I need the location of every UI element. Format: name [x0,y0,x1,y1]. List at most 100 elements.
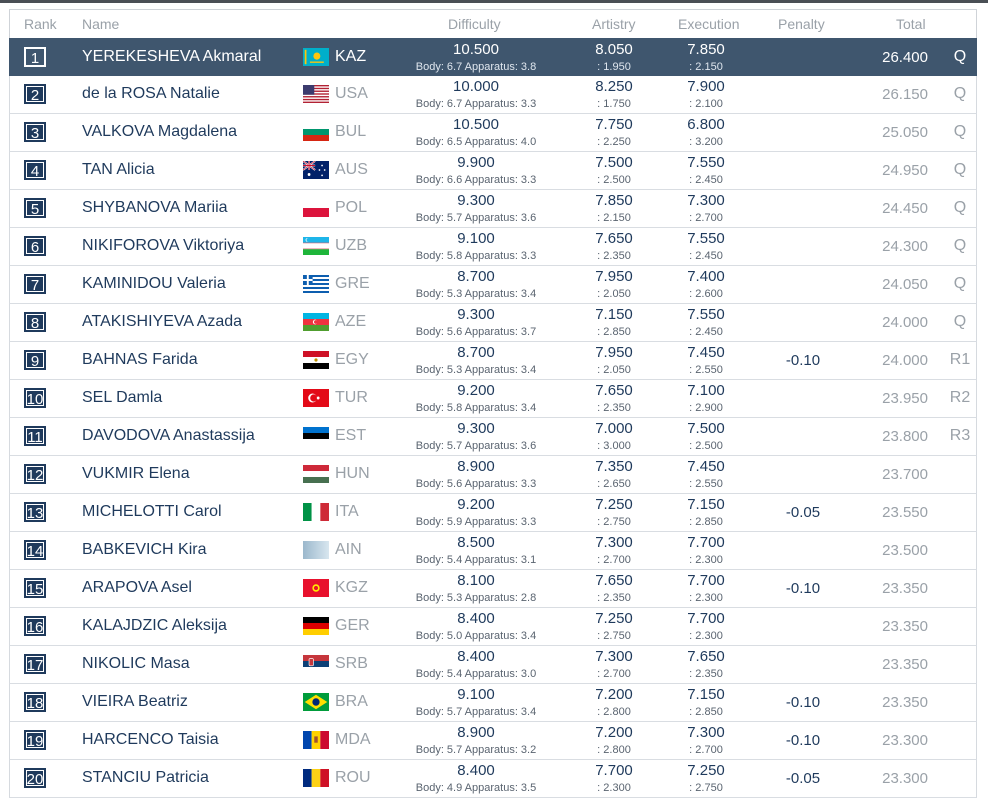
table-row[interactable]: 16 KALAJDZIC Aleksija GER 8.400 Body: 5.0 Ap… [9,608,977,646]
artistry-deduction: : 2.750 [597,516,631,528]
noc-code: GER [335,617,370,634]
table-row[interactable]: 11 DAVODOVA Anastassija EST 9.300 Body: 5.7 … [9,418,977,456]
penalty-value: -0.05 [785,770,821,787]
artistry-score: 8.250 [595,78,633,95]
penalty-header[interactable]: Penalty [778,16,825,32]
total-score: 25.050 [882,124,928,141]
difficulty-breakdown: Body: 6.7 Apparatus: 3.8 [415,61,537,73]
athlete-name[interactable]: HARCENCO Taisia [82,731,219,748]
difficulty-breakdown: Body: 5.7 Apparatus: 3.6 [415,212,537,224]
table-row[interactable]: 4 TAN Alicia AUS 9.900 Body: 6.6 Apparatus: … [9,152,977,190]
execution-deduction: : 2.550 [689,364,723,376]
total-header[interactable]: Total [896,16,926,32]
athlete-name[interactable]: VIEIRA Beatriz [82,693,188,710]
total-score: 24.300 [882,238,928,255]
athlete-name[interactable]: DAVODOVA Anastassija [82,427,255,444]
execution-score: 7.550 [687,154,725,171]
aus-flag-icon [303,161,329,179]
difficulty-breakdown: Body: 5.4 Apparatus: 3.0 [415,668,537,680]
athlete-name[interactable]: VALKOVA Magdalena [82,123,238,140]
table-row[interactable]: 18 VIEIRA Beatriz BRA 9.100 Body: 5.7 Appara… [9,684,977,722]
table-row[interactable]: 3 VALKOVA Magdalena BUL 10.500 Body: 6.5 App… [9,114,977,152]
table-row[interactable]: 17 NIKOLIC Masa SRB 8.400 Body: 5.4 Apparatu… [9,646,977,684]
table-row[interactable]: 19 HARCENCO Taisia MDA 8.900 Body: 5.7 Appar… [9,722,977,760]
athlete-name[interactable]: BAHNAS Farida [82,351,198,368]
athlete-name[interactable]: KALAJDZIC Aleksija [82,617,227,634]
artistry-score: 7.950 [595,344,633,361]
athlete-name[interactable]: STANCIU Patricia [82,769,209,786]
noc-code: KGZ [335,579,368,596]
athlete-name[interactable]: ARAPOVA Asel [82,579,192,596]
artistry-score: 7.650 [595,382,633,399]
table-row[interactable]: 6 NIKIFOROVA Viktoriya UZB 9.100 Body: 5.8 A… [9,228,977,266]
artistry-score: 7.150 [595,306,633,323]
table-row[interactable]: 10 SEL Damla TUR 9.200 Body: 5.8 Apparatus: … [9,380,977,418]
athlete-name[interactable]: ATAKISHIYEVA Azada [82,313,243,330]
execution-deduction: : 2.450 [689,250,723,262]
total-score: 23.950 [882,390,928,407]
difficulty-breakdown: Body: 6.7 Apparatus: 3.3 [415,98,537,110]
difficulty-header[interactable]: Difficulty [448,16,501,32]
table-row[interactable]: 12 VUKMIR Elena HUN 8.900 Body: 5.6 Apparatu… [9,456,977,494]
noc-code: TUR [335,389,368,406]
athlete-name[interactable]: SHYBANOVA Mariia [82,199,228,216]
artistry-score: 7.700 [595,762,633,779]
name-header[interactable]: Name [82,16,120,32]
noc-code: POL [335,199,368,216]
table-row[interactable]: 8 ATAKISHIYEVA Azada AZE 9.300 Body: 5.6 App… [9,304,977,342]
execution-header[interactable]: Execution [678,16,740,32]
artistry-deduction: : 3.000 [597,440,631,452]
kgz-flag-icon [303,579,329,597]
rank-badge: 5 [24,198,46,218]
athlete-name[interactable]: NIKIFOROVA Viktoriya [82,237,245,254]
rank-badge: 16 [24,616,46,636]
difficulty-breakdown: Body: 5.8 Apparatus: 3.4 [415,402,537,414]
qualification-mark: Q [953,161,967,178]
execution-deduction: : 2.850 [689,516,723,528]
difficulty-score: 8.900 [457,458,495,475]
qualification-mark: R2 [949,389,971,406]
athlete-name[interactable]: YEREKESHEVA Akmaral [82,48,262,65]
table-row[interactable]: 15 ARAPOVA Asel KGZ 8.100 Body: 5.3 Apparatu… [9,570,977,608]
penalty-value: -0.10 [785,732,821,749]
athlete-name[interactable]: MICHELOTTI Carol [82,503,222,520]
artistry-score: 7.300 [595,648,633,665]
athlete-name[interactable]: NIKOLIC Masa [82,655,190,672]
table-row[interactable]: 1 YEREKESHEVA Akmaral KAZ 10.500 Body: 6.7 A… [9,38,977,76]
execution-deduction: : 3.200 [689,136,723,148]
noc-code: BRA [335,693,368,710]
table-row[interactable]: 5 SHYBANOVA Mariia POL 9.300 Body: 5.7 Appar… [9,190,977,228]
table-row[interactable]: 9 BAHNAS Farida EGY 8.700 Body: 5.3 Apparatu… [9,342,977,380]
difficulty-score: 9.100 [457,686,495,703]
table-row[interactable]: 14 BABKEVICH Kira AIN 8.500 Body: 5.4 Appara… [9,532,977,570]
difficulty-score: 8.500 [457,534,495,551]
noc-code: AUS [335,161,368,178]
noc-code: AZE [335,313,367,330]
difficulty-breakdown: Body: 5.3 Apparatus: 3.4 [415,364,537,376]
athlete-name[interactable]: VUKMIR Elena [82,465,190,482]
execution-deduction: : 2.750 [689,782,723,794]
ita-flag-icon [303,503,329,521]
table-body: 1 YEREKESHEVA Akmaral KAZ 10.500 Body: 6.7 A… [9,38,977,798]
artistry-header[interactable]: Artistry [592,16,636,32]
athlete-name[interactable]: de la ROSA Natalie [82,85,220,102]
athlete-name[interactable]: SEL Damla [82,389,163,406]
execution-deduction: : 2.450 [689,326,723,338]
artistry-score: 7.650 [595,230,633,247]
execution-score: 7.900 [687,78,725,95]
aze-flag-icon [303,313,329,331]
athlete-name[interactable]: TAN Alicia [82,161,155,178]
table-row[interactable]: 20 STANCIU Patricia ROU 8.400 Body: 4.9 Appa… [9,760,977,798]
artistry-deduction: : 2.350 [597,402,631,414]
difficulty-score: 9.100 [457,230,495,247]
artistry-score: 7.200 [595,686,633,703]
table-row[interactable]: 7 KAMINIDOU Valeria GRE 8.700 Body: 5.3 Appa… [9,266,977,304]
artistry-deduction: : 2.700 [597,554,631,566]
table-row[interactable]: 2 de la ROSA Natalie USA 10.000 Body: 6.7 Ap… [9,76,977,114]
athlete-name[interactable]: KAMINIDOU Valeria [82,275,226,292]
athlete-name[interactable]: BABKEVICH Kira [82,541,207,558]
pol-flag-icon [303,199,329,217]
rank-header[interactable]: Rank [24,16,57,32]
difficulty-score: 9.300 [457,192,495,209]
table-row[interactable]: 13 MICHELOTTI Carol ITA 9.200 Body: 5.9 Appa… [9,494,977,532]
